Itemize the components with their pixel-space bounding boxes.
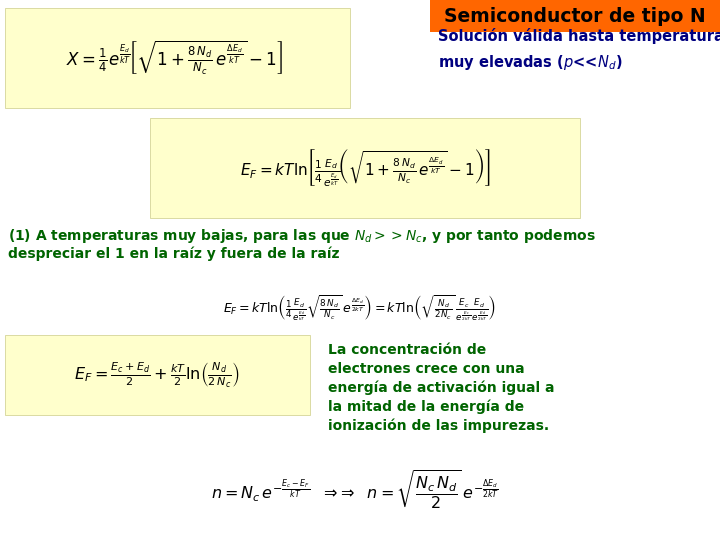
Text: la mitad de la energía de: la mitad de la energía de — [328, 400, 524, 414]
Text: $n = N_c\,e^{-\frac{E_c-E_F}{kT}}$  $\Rightarrow\!\Rightarrow$  $n = \sqrt{\dfra: $n = N_c\,e^{-\frac{E_c-E_F}{kT}}$ $\Rig… — [211, 469, 499, 511]
Text: $E_F = kT\ln\!\left[\frac{1}{4}\frac{E_d}{e^{\frac{E_d}{kT}}}\!\left(\sqrt{1+\fr: $E_F = kT\ln\!\left[\frac{1}{4}\frac{E_d… — [240, 147, 490, 189]
Text: ionización de las impurezas.: ionización de las impurezas. — [328, 418, 549, 433]
FancyBboxPatch shape — [5, 335, 310, 415]
FancyBboxPatch shape — [150, 118, 580, 218]
FancyBboxPatch shape — [430, 0, 720, 32]
Text: $X = \frac{1}{4}e^{\frac{E_d}{kT}}\!\left[\sqrt{1+\frac{8\,N_d}{N_c}\,e^{\frac{\: $X = \frac{1}{4}e^{\frac{E_d}{kT}}\!\lef… — [66, 39, 284, 77]
Text: despreciar el 1 en la raíz y fuera de la raíz: despreciar el 1 en la raíz y fuera de la… — [8, 247, 340, 261]
Text: energía de activación igual a: energía de activación igual a — [328, 381, 554, 395]
FancyBboxPatch shape — [5, 8, 350, 108]
Text: La concentración de: La concentración de — [328, 343, 486, 357]
Text: Solución válida hasta temperaturas
muy elevadas ($p$<<$N_d$): Solución válida hasta temperaturas muy e… — [438, 28, 720, 72]
Text: $E_F = \frac{E_c+E_d}{2}+\frac{kT}{2}\ln\!\left(\frac{N_d}{2\,N_c}\right)$: $E_F = \frac{E_c+E_d}{2}+\frac{kT}{2}\ln… — [74, 360, 240, 390]
Text: Semiconductor de tipo N: Semiconductor de tipo N — [444, 6, 706, 25]
Text: electrones crece con una: electrones crece con una — [328, 362, 525, 376]
Text: (1) A temperaturas muy bajas, para las que $N_d >> N_c$, y por tanto podemos: (1) A temperaturas muy bajas, para las q… — [8, 227, 595, 245]
Text: $E_F = kT\ln\!\left(\frac{1}{4}\frac{E_d}{e^{\frac{E_d}{kT}}}\sqrt{\frac{8\,N_d}: $E_F = kT\ln\!\left(\frac{1}{4}\frac{E_d… — [223, 293, 497, 323]
